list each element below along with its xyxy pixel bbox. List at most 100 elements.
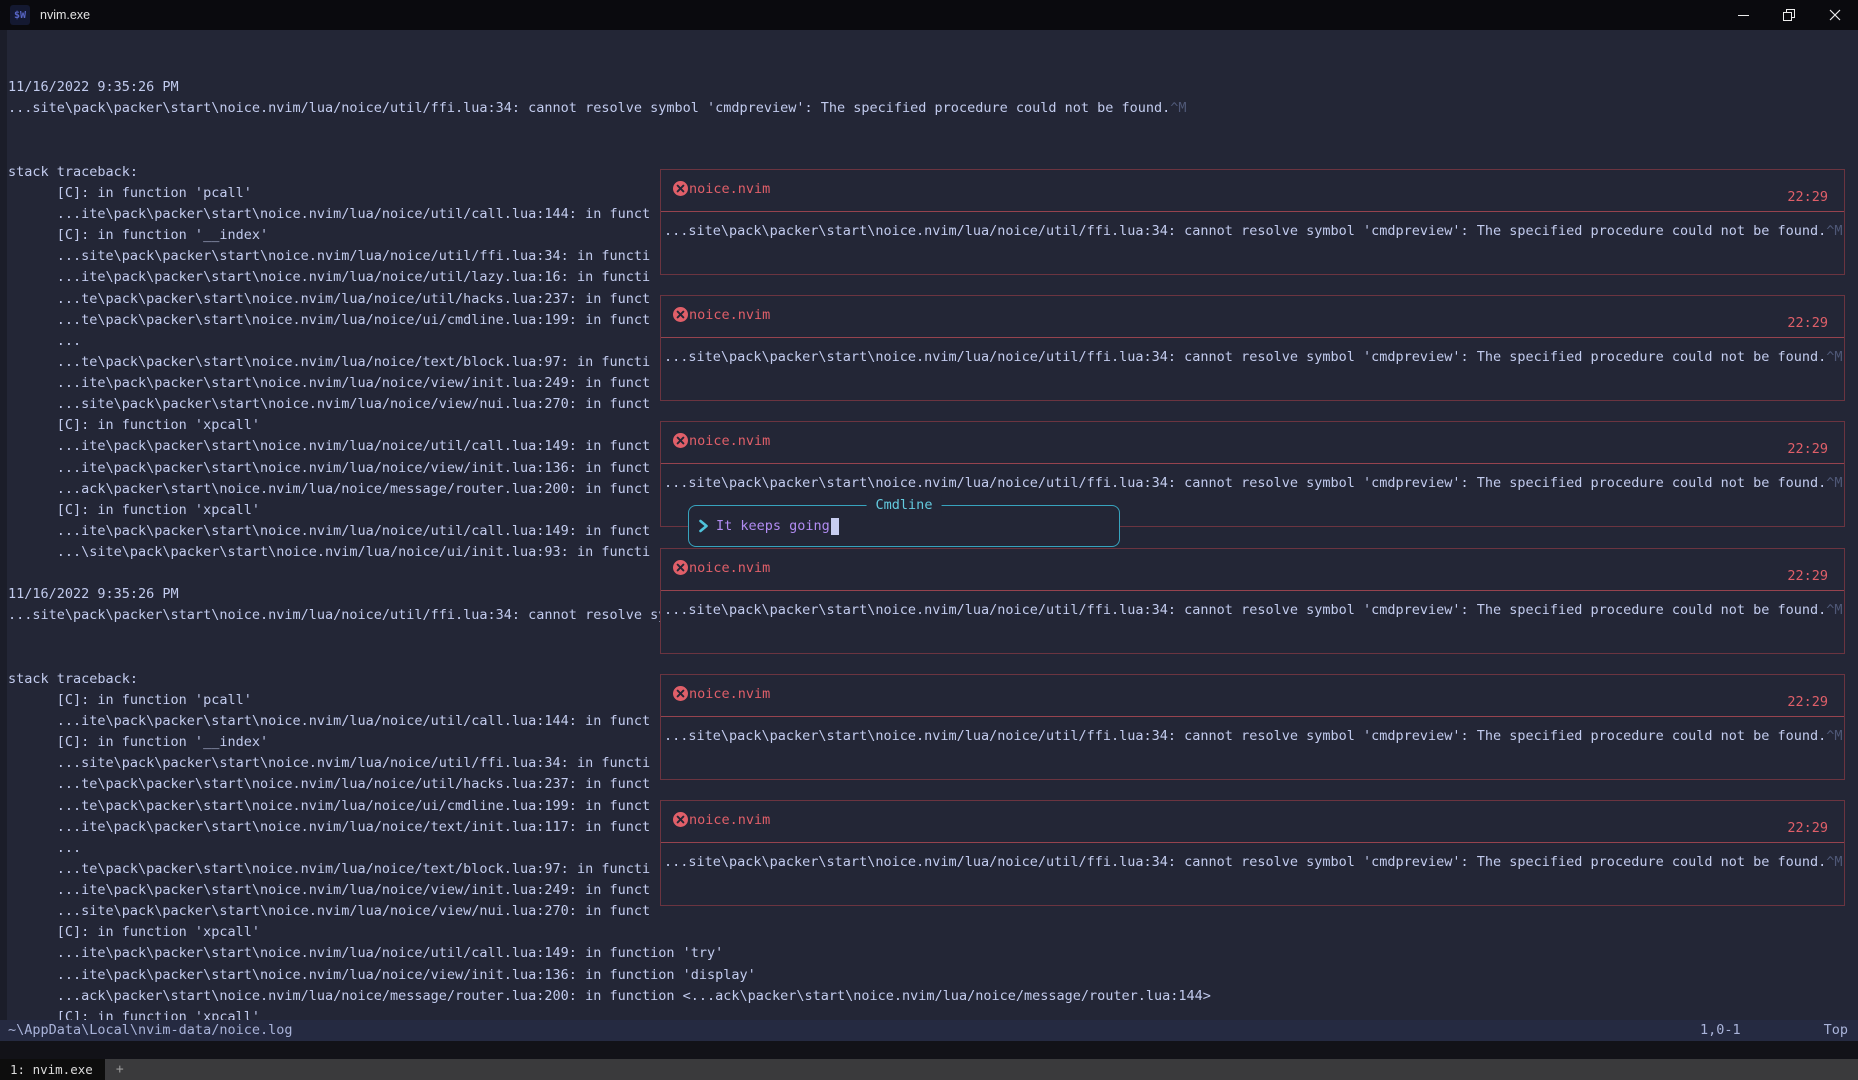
buffer-line: [C]: in function '__index': [8, 227, 269, 244]
new-tab-button[interactable]: +: [115, 1062, 124, 1077]
error-icon: [673, 181, 688, 196]
statusline-cursor-position: 1,0-1: [1700, 1022, 1741, 1038]
buffer-line: ...site\pack\packer\start\noice.nvim/lua…: [8, 755, 651, 772]
notification-header: noice.nvim 22:29: [661, 178, 1836, 205]
title-bar: $W nvim.exe: [0, 0, 1858, 30]
notification-separator: [661, 715, 1844, 717]
notification-app-name: noice.nvim: [689, 181, 771, 197]
buffer-line: [C]: in function 'xpcall': [8, 924, 260, 941]
notification-separator: [661, 842, 1844, 843]
minimize-button[interactable]: [1720, 0, 1766, 30]
notification-panel: noice.nvim 22:29 ...site\pack\packer\sta…: [660, 800, 1845, 906]
notification-message: ...site\pack\packer\start\noice.nvim/lua…: [664, 475, 1843, 492]
cmdline-title: Cmdline: [866, 495, 942, 515]
buffer-line: ...ite\pack\packer\start\noice.nvim/lua/…: [8, 818, 651, 835]
buffer-line: ...ite\pack\packer\start\noice.nvim/lua/…: [8, 945, 724, 962]
notification-message: ...site\pack\packer\start\noice.nvim/lua…: [664, 727, 1843, 744]
error-icon: [673, 685, 688, 701]
statusline-filepath: ~\AppData\Local\nvim-data/noice.log: [8, 1022, 293, 1038]
buffer-line: [C]: in function 'xpcall': [8, 501, 260, 518]
buffer-line: ...ite\pack\packer\start\noice.nvim/lua/…: [8, 459, 651, 476]
notification-panel: noice.nvim 22:29 ...site\pack\packer\sta…: [660, 547, 1845, 654]
buffer-line: ...ite\pack\packer\start\noice.nvim/lua/…: [8, 966, 756, 983]
buffer-line: ...site\pack\packer\start\noice.nvim/lua…: [8, 248, 651, 265]
buffer-line: ...site\pack\packer\start\noice.nvim/lua…: [8, 903, 651, 920]
notification-panel: noice.nvim 22:29 ...site\pack\packer\sta…: [660, 295, 1845, 402]
buffer-line: ...ack\packer\start\noice.nvim/lua/noice…: [8, 480, 651, 497]
error-icon: [673, 307, 688, 323]
notification-header: noice.nvim 22:29: [661, 683, 1836, 710]
notification-separator: [661, 337, 1844, 339]
buffer-line: ...: [8, 839, 82, 856]
buffer-line: [C]: in function 'pcall': [8, 691, 252, 708]
notification-message: ...site\pack\packer\start\noice.nvim/lua…: [664, 349, 1843, 366]
buffer-line: ...site\pack\packer\start\noice.nvim/lua…: [8, 396, 651, 413]
restore-icon: [1783, 9, 1795, 21]
minimize-icon: [1737, 14, 1749, 16]
buffer-line: ...ite\pack\packer\start\noice.nvim/lua/…: [8, 375, 651, 391]
buffer-line: [8, 141, 1858, 162]
notification-header: noice.nvim 22:29: [661, 809, 1836, 836]
status-line: ~\AppData\Local\nvim-data/noice.log 1,0-…: [0, 1020, 1858, 1041]
buffer-line: ...te\pack\packer\start\noice.nvim/lua/n…: [8, 353, 651, 370]
buffer-line: [8, 120, 1858, 141]
notification-panel: noice.nvim 22:29 ...site\pack\packer\sta…: [660, 169, 1845, 275]
statusline-scroll-indicator: Top: [1823, 1022, 1848, 1038]
notification-message: ...site\pack\packer\start\noice.nvim/lua…: [664, 601, 1843, 618]
editor-buffer[interactable]: 11/16/2022 9:35:26 PM ...site\pack\packer…: [8, 35, 1858, 1025]
notification-app-name: noice.nvim: [689, 685, 771, 702]
buffer-line: ...\site\pack\packer\start\noice.nvim/lu…: [8, 544, 651, 560]
notification-header: noice.nvim 22:29: [661, 430, 1836, 457]
buffer-line: ...te\pack\packer\start\noice.nvim/lua/n…: [8, 290, 651, 307]
buffer-line: ...ite\pack\packer\start\noice.nvim/lua/…: [8, 269, 651, 286]
cmdline-popup[interactable]: Cmdline It keeps going: [688, 495, 1120, 547]
buffer-line: ...: [8, 332, 82, 349]
buffer-line: ...te\pack\packer\start\noice.nvim/lua/n…: [8, 797, 651, 814]
tab-bar: 1: nvim.exe +: [0, 1059, 1858, 1080]
buffer-line: [C]: in function 'xpcall': [8, 417, 260, 434]
text-cursor: [830, 517, 839, 535]
buffer-line: ...ite\pack\packer\start\noice.nvim/lua/…: [8, 206, 651, 222]
window-title: nvim.exe: [40, 8, 91, 22]
cmdline-input-row[interactable]: It keeps going: [689, 506, 1119, 546]
notification-header: noice.nvim 22:29: [661, 304, 1836, 331]
buffer-line: ...ite\pack\packer\start\noice.nvim/lua/…: [8, 522, 651, 539]
restore-button[interactable]: [1766, 0, 1812, 30]
notification-panel: noice.nvim 22:29 ...site\pack\packer\sta…: [660, 673, 1845, 780]
notification-message: ...site\pack\packer\start\noice.nvim/lua…: [664, 223, 1843, 239]
error-icon: [673, 812, 688, 827]
notification-app-name: noice.nvim: [689, 307, 771, 324]
buffer-line: [C]: in function '__index': [8, 734, 269, 751]
notification-timestamp: 22:29: [1787, 567, 1828, 584]
buffer-line: ...ite\pack\packer\start\noice.nvim/lua/…: [8, 438, 651, 455]
cmdline-value: It keeps going: [716, 518, 830, 534]
buffer-line: [8, 35, 1858, 56]
notification-timestamp: 22:29: [1787, 441, 1828, 458]
close-icon: [1829, 9, 1841, 21]
notification-app-name: noice.nvim: [689, 812, 771, 828]
tab-nvim[interactable]: 1: nvim.exe: [0, 1059, 105, 1080]
notification-app-name: noice.nvim: [689, 433, 771, 450]
notification-timestamp: 22:29: [1787, 820, 1828, 836]
buffer-line: ...te\pack\packer\start\noice.nvim/lua/n…: [8, 860, 651, 877]
buffer-line: ...site\pack\packer\start\noice.nvim/lua…: [8, 100, 1187, 117]
prompt-chevron-icon: [699, 519, 708, 533]
notification-timestamp: 22:29: [1787, 189, 1828, 205]
notification-separator: [661, 463, 1844, 465]
buffer-line: ...te\pack\packer\start\noice.nvim/lua/n…: [8, 776, 651, 793]
buffer-line: 11/16/2022 9:35:26 PM: [8, 586, 179, 603]
buffer-line: stack traceback:: [8, 163, 139, 180]
close-button[interactable]: [1812, 0, 1858, 30]
buffer-line: ...ite\pack\packer\start\noice.nvim/lua/…: [8, 882, 651, 898]
terminal-app-icon: $W: [10, 5, 30, 25]
error-icon: [673, 559, 688, 575]
editor-left-gutter: [0, 30, 7, 1020]
buffer-line: [C]: in function 'pcall': [8, 184, 252, 201]
window-controls: [1720, 0, 1858, 30]
notification-separator: [661, 211, 1844, 212]
notification-header: noice.nvim 22:29: [661, 557, 1836, 584]
notification-message: ...site\pack\packer\start\noice.nvim/lua…: [664, 854, 1843, 870]
notification-timestamp: 22:29: [1787, 315, 1828, 332]
notification-timestamp: 22:29: [1787, 693, 1828, 710]
